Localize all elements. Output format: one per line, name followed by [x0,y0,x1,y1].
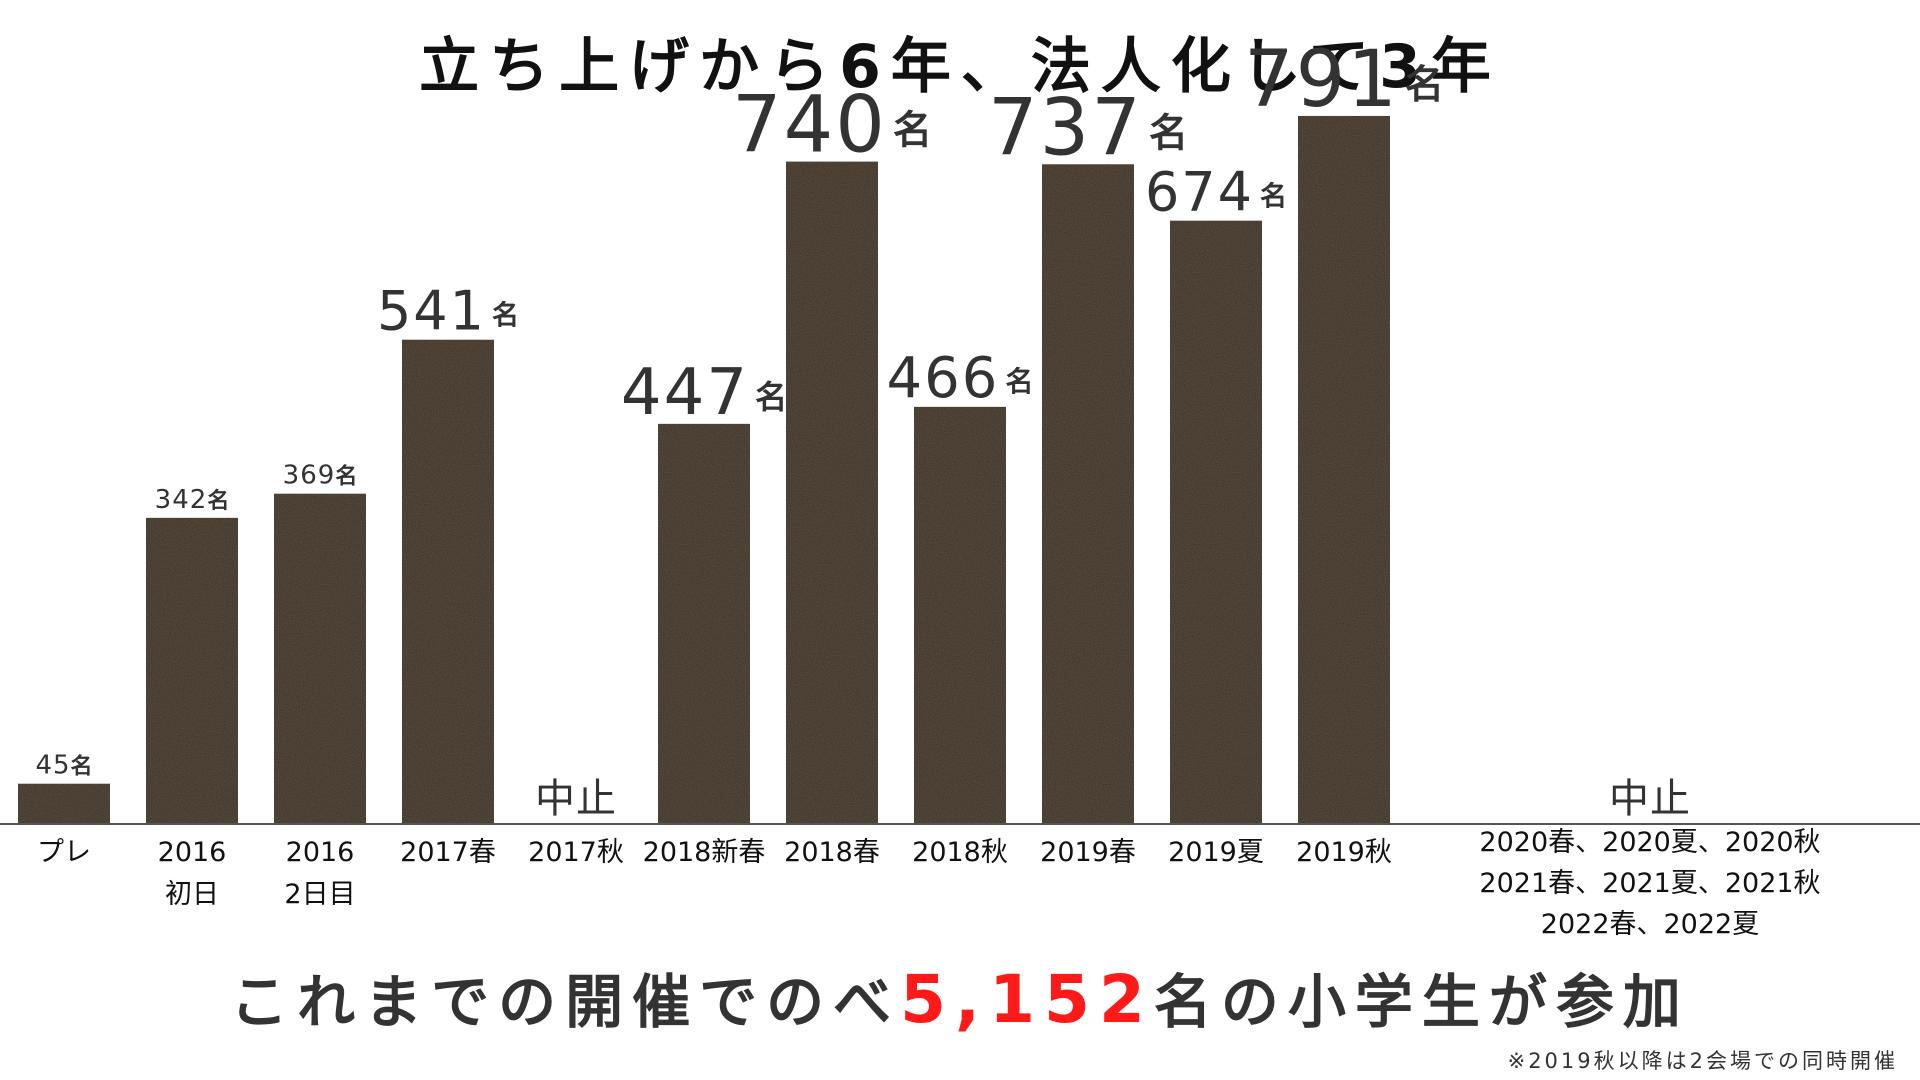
footnote: ※2019秋以降は2会場での同時開催 [1507,1049,1898,1073]
bar [1298,115,1390,824]
bar-value-number: 674 [1145,161,1254,224]
bar-value-number: 中止 [535,776,617,822]
x-tick-label: 2019夏 [1168,837,1264,868]
cancelled-label: 中止 [1609,776,1691,822]
bar-value-label: 369名 [283,461,358,491]
bar-value-label: 541 名 [377,280,519,343]
bar [1170,220,1262,824]
cancelled-events-line: 2021春、2021夏、2021秋 [1479,868,1821,899]
summary-before: これまでの開催でのべ [230,968,901,1036]
bar-value-number: 中止 [1609,776,1691,822]
bar-value-unit: 名 [755,378,787,416]
x-tick-label: 2019秋 [1296,837,1392,868]
x-tick-label: 2017秋 [528,837,624,868]
x-tick-label: 2019春 [1040,837,1136,868]
bar [1042,164,1134,825]
cancelled-events-line: 2020春、2020夏、2020秋 [1479,827,1821,858]
bar [18,783,110,824]
bar-value-unit: 名 [893,109,932,154]
bar-value-label: 45名 [35,751,92,781]
summary-text: これまでの開催でのべ5,152名の小学生が参加 [0,955,1920,1039]
bar [402,339,494,824]
x-tick-label: 2017春 [400,837,496,868]
x-tick-label: 2016 [158,837,227,868]
bar-value-number: 45 [35,751,70,781]
bar-value-label: 737 名 [988,83,1188,173]
bar-value-unit: 名 [335,464,357,490]
x-tick-label: 2018新春 [643,837,766,868]
bar-value-number: 447 [621,356,749,430]
bar [274,493,366,824]
x-tick-label: 2018秋 [912,837,1008,868]
x-tick-label: 2日目 [284,879,355,910]
bar-value-number: 466 [887,346,1000,411]
summary-total: 5,152 [900,961,1154,1038]
bar-value-unit: 名 [1149,111,1188,156]
bar-value-number: 369 [283,461,336,491]
cancelled-label: 中止 [535,776,617,822]
x-tick-label: 2016 [286,837,355,868]
cancelled-events-list: 2020春、2020夏、2020秋 2021春、2021夏、2021秋 2022… [1400,822,1900,945]
x-tick-label: 2018春 [784,837,880,868]
bar-value-unit: 名 [492,300,519,332]
bar-value-number: 342 [155,485,208,515]
cancelled-events-line: 2022春、2022夏 [1540,909,1760,940]
bar-value-label: 342名 [155,485,230,515]
x-tick-label: 初日 [165,879,219,910]
bar-value-number: 740 [732,81,887,171]
bar-value-label: 674 名 [1145,161,1287,224]
bar-value-number: 791 [1244,35,1399,125]
bar-value-unit: 名 [207,488,229,514]
bar-value-label: 791 名 [1244,35,1444,125]
bar [146,517,238,824]
bar [658,423,750,824]
bar-value-unit: 名 [71,754,93,780]
bar-value-number: 541 [377,280,486,343]
bar-value-unit: 名 [1005,365,1033,398]
bar-value-label: 740 名 [732,81,932,171]
bar-value-number: 737 [988,83,1143,173]
page-title: 立ち上げから6年、法人化して3年 [419,32,1501,102]
summary-after: 名の小学生が参加 [1153,968,1690,1036]
bar [786,161,878,825]
bar-value-label: 447 名 [621,356,787,430]
bar-value-unit: 名 [1405,63,1444,108]
x-tick-label: プレ [37,837,91,868]
bar [914,406,1006,824]
bar-value-unit: 名 [1260,181,1287,213]
bar-value-label: 466 名 [887,346,1034,411]
